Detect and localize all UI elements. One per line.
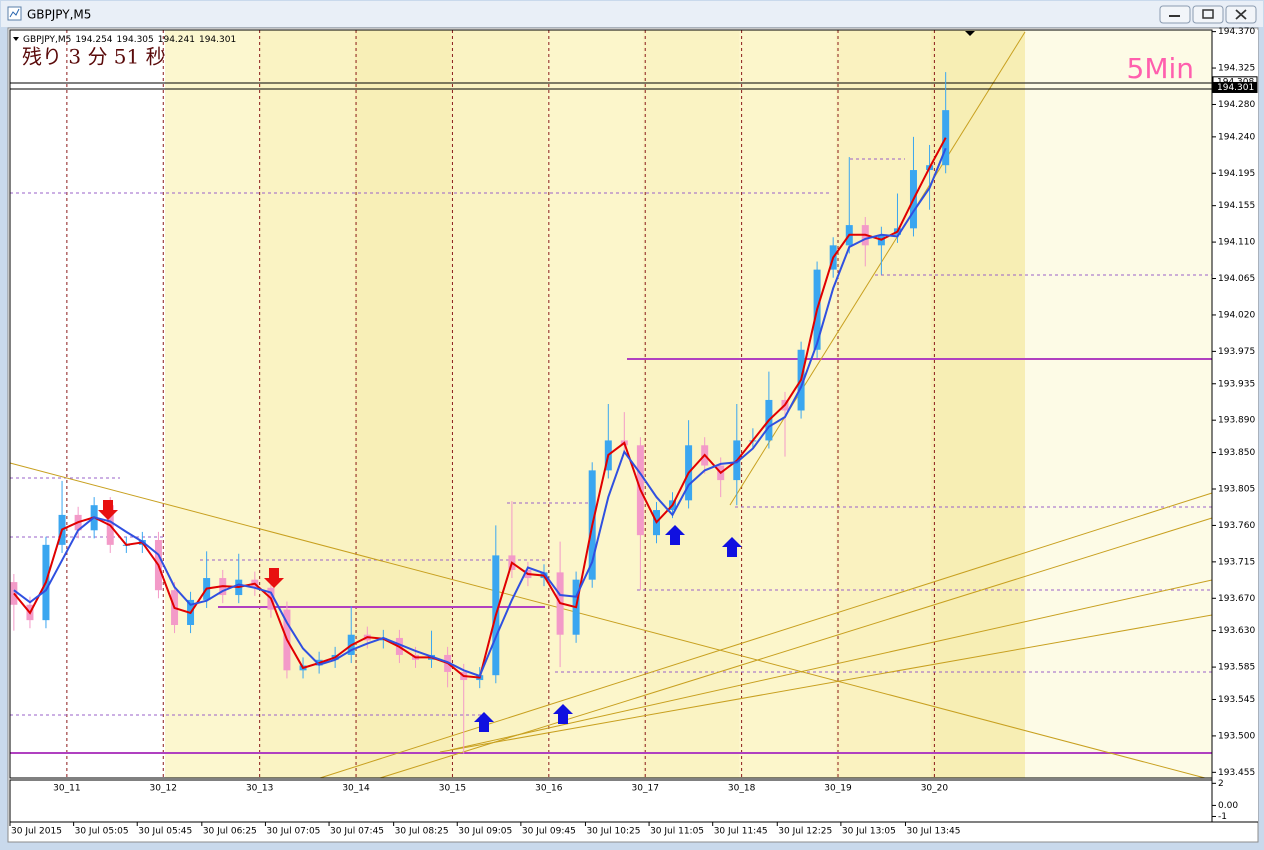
timeframe-label: 5Min (1127, 52, 1195, 85)
date-label: 30 Jul 12:25 (778, 827, 832, 837)
trend-line (439, 614, 1213, 753)
symbol: GBPJPY,M5 (23, 35, 71, 45)
session-bands (165, 30, 1212, 778)
date-label: 30 Jul 11:05 (650, 827, 704, 837)
date-label: 30 Jul 13:05 (842, 827, 896, 837)
hour-label: 30_12 (150, 784, 177, 794)
band (547, 30, 643, 778)
sub-y-tick-label: 0.00 (1218, 801, 1238, 811)
y-tick-label: 193.890 (1218, 416, 1255, 426)
y-tick-label: 193.805 (1218, 485, 1255, 495)
y-tick-label: 194.195 (1218, 169, 1255, 179)
moving-average (13, 147, 947, 678)
date-label: 30 Jul 10:25 (586, 827, 640, 837)
y-tick-label: 194.020 (1218, 310, 1255, 320)
candle-body (10, 582, 18, 605)
hour-label: 30_15 (439, 784, 466, 794)
date-label: 30 Jul 07:45 (330, 827, 384, 837)
window-title: GBPJPY,M5 (27, 8, 91, 22)
date-label: 30 Jul 11:45 (714, 827, 768, 837)
date-label: 30 Jul 2015 (11, 827, 62, 837)
title-bar (1, 1, 1263, 27)
band (836, 30, 931, 778)
date-label: 30 Jul 09:05 (458, 827, 512, 837)
band (643, 30, 739, 778)
y-tick-label: 194.325 (1218, 64, 1255, 74)
hour-label: 30_14 (342, 784, 370, 794)
date-label: 30 Jul 09:45 (522, 827, 576, 837)
indicator-window (9, 779, 1213, 823)
sub-y-tick-label: 2 (1218, 779, 1224, 789)
hour-label: 30_18 (728, 784, 756, 794)
info-open: 194.254 (75, 35, 112, 45)
y-tick-label: 193.585 (1218, 663, 1255, 673)
y-tick-label: 194.155 (1218, 201, 1255, 211)
band (165, 30, 260, 778)
info-low: 194.241 (158, 35, 195, 45)
y-tick-label: 194.370 (1218, 27, 1255, 37)
minimize-button[interactable] (1159, 5, 1191, 24)
buy-arrow (474, 712, 494, 732)
y-tick-label: 193.850 (1218, 448, 1255, 458)
moving-average (13, 137, 947, 679)
y-tick-label: 194.280 (1218, 100, 1255, 110)
sub-y-tick-label: -1 (1218, 812, 1227, 822)
date-label: 30 Jul 08:25 (395, 827, 449, 837)
y-tick-label: 194.110 (1218, 238, 1255, 248)
hour-label: 30_20 (921, 784, 949, 794)
price-label-box (1212, 81, 1258, 93)
bar-timer: 残り 3 分 51 秒 (22, 45, 166, 69)
band (1025, 30, 1212, 778)
collapse-marker (13, 37, 19, 41)
price-axis (1212, 30, 1258, 822)
restore-glyph (1202, 9, 1214, 19)
chart-info: GBPJPY,M5 194.254 194.305 194.241 194.301 (23, 35, 236, 45)
y-tick-label: 193.760 (1218, 521, 1255, 531)
band (355, 30, 451, 778)
y-tick-label: 194.065 (1218, 274, 1255, 284)
date-label: 30 Jul 05:45 (138, 827, 192, 837)
window-icon-glyph (9, 8, 20, 18)
info-high: 194.305 (117, 35, 154, 45)
axes: 194.370 194.325 194.280 194.240 194.195 194.1… (9, 27, 1258, 837)
y-tick-label: 193.935 (1218, 379, 1255, 389)
buy-arrow (553, 704, 573, 724)
restore-button[interactable] (1192, 5, 1224, 24)
candle-body (942, 110, 950, 166)
date-label: 30 Jul 07:05 (266, 827, 320, 837)
price-label: 194.301 (1217, 83, 1254, 93)
y-tick-label: 193.500 (1218, 731, 1255, 741)
moving-averages (13, 137, 947, 679)
trend-line (9, 462, 1206, 779)
shift-marker (965, 31, 975, 36)
hour-label: 30_16 (535, 784, 563, 794)
signal-arrows (98, 31, 975, 732)
y-tick-label: 194.240 (1218, 132, 1255, 142)
buy-arrow (722, 537, 742, 557)
hour-label: 30_17 (632, 784, 659, 794)
date-label: 30 Jul 06:25 (203, 827, 257, 837)
y-tick-label: 193.630 (1218, 626, 1255, 636)
grid (66, 30, 935, 778)
hour-label: 30_19 (824, 784, 852, 794)
close-glyph (1235, 9, 1247, 20)
y-tick-label: 193.670 (1218, 594, 1255, 604)
trend-line (449, 579, 1213, 751)
date-label: 30 Jul 13:45 (906, 827, 960, 837)
y-tick-label: 193.455 (1218, 768, 1255, 778)
y-tick-label: 193.975 (1218, 347, 1255, 357)
sell-arrow (264, 568, 284, 588)
info-close: 194.301 (199, 35, 236, 45)
sell-arrow (98, 500, 118, 520)
hour-label: 30_13 (246, 784, 273, 794)
y-tick-label: 193.545 (1218, 695, 1255, 705)
hour-label: 30_11 (53, 784, 80, 794)
trend-line (729, 31, 1026, 506)
date-label: 30 Jul 05:05 (75, 827, 129, 837)
trend-line (319, 492, 1213, 779)
y-tick-label: 193.715 (1218, 557, 1255, 567)
buy-arrow (665, 525, 685, 545)
